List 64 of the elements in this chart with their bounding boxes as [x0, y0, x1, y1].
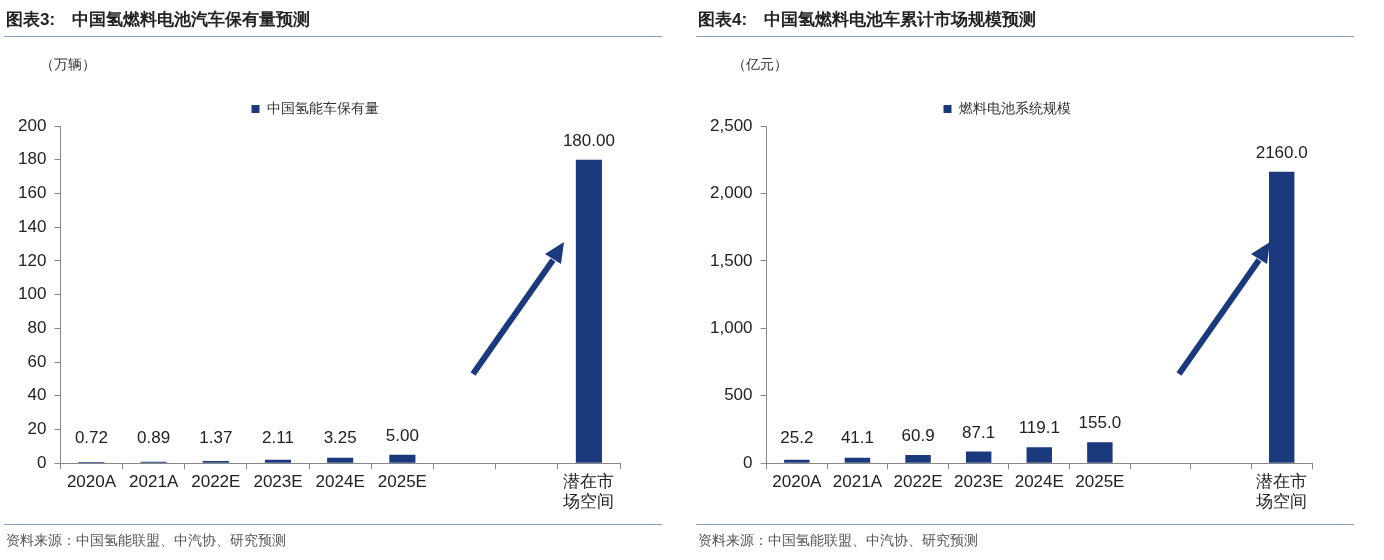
data-label: 41.1 [840, 427, 874, 447]
bar [844, 457, 871, 463]
data-label: 0.89 [137, 427, 171, 447]
bar [905, 454, 931, 463]
y-tick-label: 100 [17, 284, 47, 304]
bar [264, 459, 292, 463]
bar [965, 451, 992, 463]
text: 资料来源：中国氢能联盟、中汽协、研究预测 [698, 532, 978, 550]
chart-title: 图表4: 中国氢燃料电池车累计市场规模预测 [698, 9, 1037, 31]
y-tick-label: 160 [17, 183, 47, 203]
data-label: 60.9 [901, 426, 935, 446]
x-tick-label: 2021A [832, 472, 883, 492]
y-tick-label: 200 [17, 115, 47, 135]
data-label: 0.72 [74, 427, 108, 447]
y-tick-label: 0 [743, 452, 753, 472]
x-tick-label: 2024E [315, 472, 365, 492]
data-label: 87.1 [962, 422, 996, 442]
y-tick-label: 2,500 [709, 115, 753, 135]
x-tick-label: 2023E [954, 472, 1004, 492]
data-label: 155.0 [1078, 413, 1122, 433]
x-tick-label: 2022E [191, 472, 241, 492]
bar [1026, 447, 1052, 463]
x-tick-label: 2023E [253, 472, 303, 492]
y-tick-label: 140 [17, 216, 47, 236]
bar [1268, 171, 1295, 463]
data-label: 25.2 [780, 427, 814, 447]
legend-label: 燃料电池系统规模 [958, 99, 1071, 116]
legend-label: 中国氢能车保有量 [266, 99, 379, 116]
y-axis-title: （亿元） [732, 56, 788, 74]
x-tick-label: 2021A [129, 472, 179, 492]
x-tick-label: 2020A [66, 472, 117, 492]
y-tick-label: 60 [27, 351, 47, 371]
data-label: 1.37 [199, 427, 233, 447]
y-tick-label: 80 [27, 318, 47, 338]
y-tick-label: 1,500 [709, 250, 753, 270]
bar [389, 454, 416, 463]
x-tick-label: 2022E [893, 472, 943, 492]
text: 资料来源：中国氢能联盟、中汽协、研究预测 [6, 532, 286, 550]
data-label: 5.00 [385, 425, 419, 445]
y-tick-label: 0 [36, 452, 47, 472]
bar [575, 159, 602, 463]
y-tick-label: 40 [27, 385, 47, 405]
x-tick-label: 潜在市场空间 [1255, 472, 1308, 512]
data-label: 2160.0 [1255, 143, 1308, 163]
chart-title: 图表3: 中国氢燃料电池汽车保有量预测 [6, 9, 311, 31]
y-tick-label: 20 [27, 419, 47, 439]
data-label: 2.11 [262, 427, 294, 447]
x-tick-label: 2024E [1014, 472, 1064, 492]
bar [327, 457, 354, 463]
y-axis-title: （万辆） [40, 56, 96, 74]
y-tick-label: 180 [17, 149, 47, 169]
bar [1087, 442, 1113, 463]
data-label: 180.00 [562, 130, 615, 150]
y-tick-label: 500 [724, 385, 753, 405]
x-tick-label: 2020A [772, 472, 823, 492]
data-label: 3.25 [323, 427, 357, 447]
x-tick-label: 2025E [377, 472, 427, 492]
bar [784, 459, 810, 463]
x-tick-label: 2025E [1075, 472, 1125, 492]
y-tick-label: 2,000 [709, 183, 753, 203]
data-label: 119.1 [1018, 418, 1060, 438]
y-tick-label: 120 [17, 250, 47, 270]
y-tick-label: 1,000 [709, 318, 753, 338]
x-tick-label: 潜在市场空间 [562, 472, 615, 512]
